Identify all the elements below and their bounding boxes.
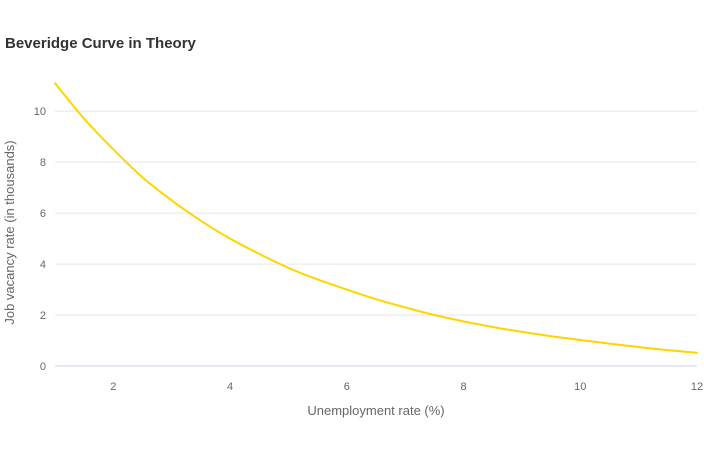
series-group [54, 82, 698, 354]
y-tick-labels: 0 2 4 6 8 10 [34, 106, 46, 373]
y-axis-title: Job vacancy rate (in thousands) [2, 140, 17, 324]
chart-title: Beveridge Curve in Theory [5, 35, 196, 52]
x-tick-label: 2 [110, 381, 116, 393]
y-tick-label: 0 [40, 361, 46, 373]
x-axis-title: Unemployment rate (%) [307, 403, 444, 418]
x-tick-label: 12 [691, 381, 703, 393]
series-line [54, 82, 698, 354]
x-tick-label: 6 [344, 381, 350, 393]
y-tick-label: 6 [40, 208, 46, 220]
y-tick-label: 4 [40, 259, 46, 271]
x-tick-label: 4 [227, 381, 233, 393]
y-tick-label: 2 [40, 310, 46, 322]
x-tick-label: 10 [574, 381, 586, 393]
y-tick-label: 10 [34, 106, 46, 118]
y-tick-label: 8 [40, 157, 46, 169]
grid-lines [55, 110, 697, 316]
x-tick-label: 8 [460, 381, 466, 393]
x-tick-labels: 2 4 6 8 10 12 [110, 381, 703, 393]
